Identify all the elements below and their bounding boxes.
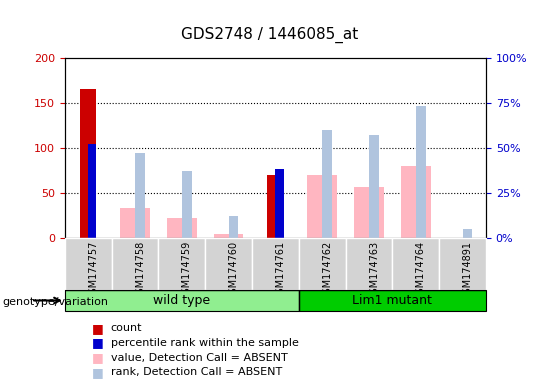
Text: ■: ■ xyxy=(92,366,104,379)
Text: GSM174763: GSM174763 xyxy=(369,241,379,300)
FancyBboxPatch shape xyxy=(439,238,486,290)
Bar xyxy=(167,218,197,238)
Bar xyxy=(120,208,150,238)
Bar xyxy=(182,171,192,238)
Text: GSM174764: GSM174764 xyxy=(416,241,426,300)
Bar xyxy=(267,175,284,238)
Text: rank, Detection Call = ABSENT: rank, Detection Call = ABSENT xyxy=(111,367,282,377)
FancyBboxPatch shape xyxy=(252,238,299,290)
Bar xyxy=(214,233,244,238)
Text: ■: ■ xyxy=(92,322,104,335)
FancyBboxPatch shape xyxy=(393,238,439,290)
Bar xyxy=(275,169,284,238)
Text: GSM174760: GSM174760 xyxy=(228,241,239,300)
Text: GDS2748 / 1446085_at: GDS2748 / 1446085_at xyxy=(181,27,359,43)
Text: GSM174762: GSM174762 xyxy=(322,241,332,300)
FancyBboxPatch shape xyxy=(112,238,158,290)
Text: ■: ■ xyxy=(92,351,104,364)
FancyBboxPatch shape xyxy=(346,238,393,290)
Bar xyxy=(135,153,145,238)
Bar xyxy=(416,106,426,238)
Bar xyxy=(228,217,239,238)
FancyBboxPatch shape xyxy=(158,238,205,290)
Bar xyxy=(401,166,430,238)
Text: GSM174761: GSM174761 xyxy=(275,241,286,300)
FancyBboxPatch shape xyxy=(205,238,252,290)
Bar xyxy=(463,229,472,238)
Text: GSM174757: GSM174757 xyxy=(88,241,98,300)
Bar xyxy=(80,89,96,238)
FancyBboxPatch shape xyxy=(299,238,346,290)
FancyBboxPatch shape xyxy=(65,238,112,290)
Bar xyxy=(88,144,96,238)
Text: GSM174891: GSM174891 xyxy=(463,241,472,300)
Text: GSM174758: GSM174758 xyxy=(135,241,145,300)
Text: ■: ■ xyxy=(92,336,104,349)
Bar xyxy=(369,135,379,238)
Text: wild type: wild type xyxy=(153,294,211,307)
Bar xyxy=(322,130,332,238)
Text: GSM174759: GSM174759 xyxy=(182,241,192,300)
FancyBboxPatch shape xyxy=(65,290,299,311)
Bar xyxy=(307,175,337,238)
Bar xyxy=(354,187,384,238)
Text: value, Detection Call = ABSENT: value, Detection Call = ABSENT xyxy=(111,353,287,362)
Text: count: count xyxy=(111,323,142,333)
Text: percentile rank within the sample: percentile rank within the sample xyxy=(111,338,299,348)
FancyBboxPatch shape xyxy=(299,290,486,311)
Text: Lim1 mutant: Lim1 mutant xyxy=(353,294,433,307)
Text: genotype/variation: genotype/variation xyxy=(3,297,109,307)
